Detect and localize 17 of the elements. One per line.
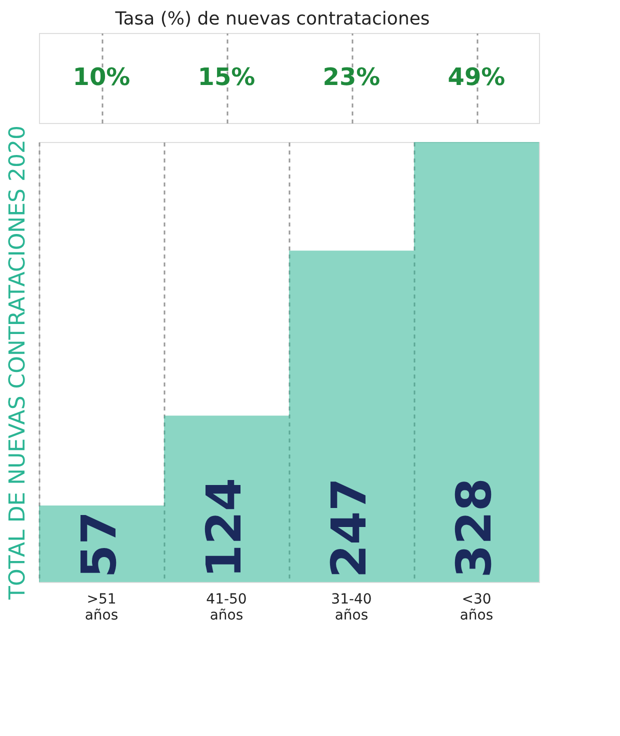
- text: 49%: [448, 63, 506, 91]
- data-label: 124: [196, 478, 252, 578]
- data-label: 57: [72, 511, 128, 578]
- y-axis-title: TOTAL DE NUEVAS CONTRATACIONES 2020: [6, 126, 30, 600]
- chart-title: Tasa (%) de nuevas contrataciones: [114, 8, 430, 30]
- x-tick-label: 31-40 años: [331, 592, 372, 624]
- bar: [414, 142, 539, 582]
- text: 15%: [198, 63, 256, 91]
- bar: [164, 416, 289, 582]
- data-label: 247: [322, 478, 378, 578]
- x-tick-label: >51 años: [84, 592, 118, 624]
- x-tick-label: 41-50 años: [206, 592, 247, 624]
- bar: [289, 250, 414, 582]
- x-tick-label: <30 años: [460, 592, 494, 624]
- text: 23%: [322, 63, 380, 91]
- text: 10%: [72, 63, 130, 91]
- data-label: 328: [446, 478, 502, 578]
